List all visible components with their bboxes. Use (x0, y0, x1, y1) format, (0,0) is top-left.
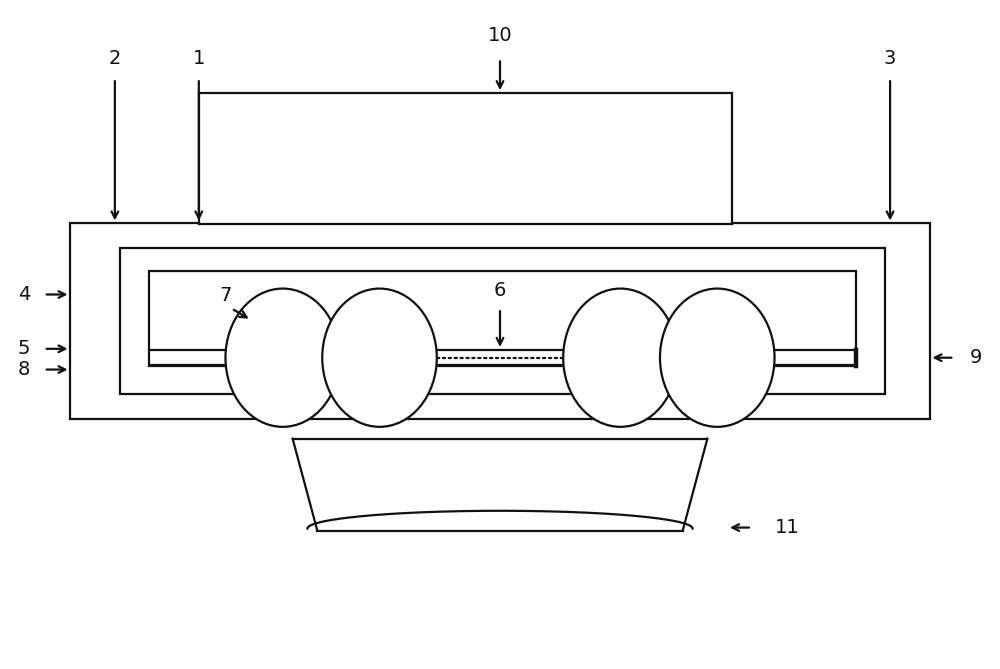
Text: 3: 3 (884, 49, 896, 68)
Text: 2: 2 (109, 49, 121, 68)
Bar (120, 248, 885, 394)
Text: 7: 7 (219, 286, 232, 305)
Bar (70, 223, 930, 419)
Bar (199, 93, 732, 224)
Bar (149, 271, 856, 365)
Ellipse shape (322, 288, 437, 427)
Text: 10: 10 (488, 26, 512, 45)
Text: 4: 4 (18, 285, 30, 304)
Ellipse shape (225, 288, 340, 427)
Text: 1: 1 (193, 49, 205, 68)
Text: 8: 8 (18, 360, 30, 379)
Text: 5: 5 (18, 339, 30, 359)
Ellipse shape (563, 288, 678, 427)
Text: 11: 11 (775, 518, 799, 537)
Text: 9: 9 (970, 348, 982, 367)
Text: 6: 6 (494, 281, 506, 300)
Ellipse shape (660, 288, 775, 427)
